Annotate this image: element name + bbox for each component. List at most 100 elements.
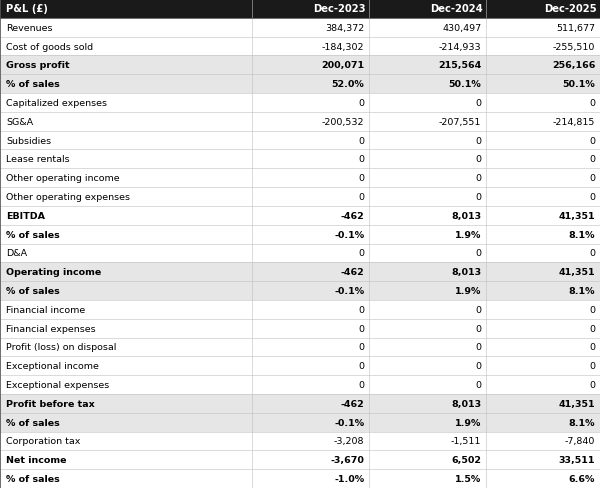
Bar: [252, 300, 369, 319]
Text: 0: 0: [358, 324, 364, 333]
Bar: [486, 319, 600, 338]
Bar: [0, 131, 252, 150]
Bar: [369, 188, 486, 206]
Bar: [0, 319, 252, 338]
Bar: [369, 38, 486, 56]
Text: 6.6%: 6.6%: [569, 474, 595, 483]
Bar: [252, 188, 369, 206]
Text: 52.0%: 52.0%: [331, 80, 364, 89]
Text: 0: 0: [589, 380, 595, 389]
Bar: [252, 319, 369, 338]
Bar: [0, 413, 252, 432]
Bar: [0, 450, 252, 469]
Bar: [369, 432, 486, 450]
Text: Dec-2023: Dec-2023: [313, 4, 365, 14]
Text: -3,670: -3,670: [331, 455, 364, 465]
Text: 1.9%: 1.9%: [455, 286, 481, 295]
Bar: [369, 413, 486, 432]
Bar: [0, 75, 252, 94]
Bar: [486, 19, 600, 38]
Bar: [0, 225, 252, 244]
Text: -462: -462: [340, 399, 364, 408]
Bar: [0, 338, 252, 357]
Text: 0: 0: [475, 136, 481, 145]
Bar: [252, 0, 369, 19]
Bar: [369, 206, 486, 225]
Text: % of sales: % of sales: [6, 230, 60, 239]
Text: Other operating expenses: Other operating expenses: [6, 193, 130, 202]
Bar: [486, 38, 600, 56]
Bar: [369, 394, 486, 413]
Bar: [486, 263, 600, 282]
Bar: [369, 113, 486, 131]
Text: 0: 0: [475, 249, 481, 258]
Text: Revenues: Revenues: [6, 23, 53, 33]
Bar: [0, 188, 252, 206]
Text: -184,302: -184,302: [322, 42, 364, 51]
Text: 0: 0: [358, 174, 364, 183]
Text: 8.1%: 8.1%: [569, 418, 595, 427]
Text: % of sales: % of sales: [6, 286, 60, 295]
Bar: [369, 319, 486, 338]
Bar: [252, 150, 369, 169]
Text: Operating income: Operating income: [6, 267, 101, 277]
Bar: [486, 206, 600, 225]
Text: SG&A: SG&A: [6, 118, 33, 126]
Bar: [486, 357, 600, 375]
Bar: [486, 450, 600, 469]
Bar: [369, 244, 486, 263]
Text: Lease rentals: Lease rentals: [6, 155, 70, 164]
Bar: [369, 450, 486, 469]
Bar: [0, 263, 252, 282]
Bar: [369, 150, 486, 169]
Bar: [486, 169, 600, 188]
Bar: [369, 0, 486, 19]
Text: 33,511: 33,511: [559, 455, 595, 465]
Text: -3,208: -3,208: [334, 437, 364, 446]
Text: 0: 0: [358, 362, 364, 370]
Text: -7,840: -7,840: [565, 437, 595, 446]
Bar: [0, 0, 252, 19]
Bar: [0, 357, 252, 375]
Text: 0: 0: [589, 305, 595, 314]
Text: 41,351: 41,351: [559, 267, 595, 277]
Bar: [369, 56, 486, 75]
Text: -214,815: -214,815: [553, 118, 595, 126]
Text: 0: 0: [589, 249, 595, 258]
Bar: [486, 75, 600, 94]
Text: 0: 0: [475, 324, 481, 333]
Text: Exceptional expenses: Exceptional expenses: [6, 380, 109, 389]
Bar: [369, 357, 486, 375]
Bar: [486, 131, 600, 150]
Bar: [369, 169, 486, 188]
Text: 200,071: 200,071: [321, 61, 364, 70]
Bar: [252, 56, 369, 75]
Bar: [369, 300, 486, 319]
Text: 0: 0: [358, 155, 364, 164]
Bar: [486, 188, 600, 206]
Text: Dec-2024: Dec-2024: [430, 4, 482, 14]
Text: 8.1%: 8.1%: [569, 230, 595, 239]
Text: 0: 0: [475, 174, 481, 183]
Bar: [252, 38, 369, 56]
Text: 0: 0: [358, 99, 364, 108]
Bar: [252, 206, 369, 225]
Bar: [486, 244, 600, 263]
Bar: [0, 150, 252, 169]
Text: -462: -462: [340, 267, 364, 277]
Text: -214,933: -214,933: [439, 42, 481, 51]
Text: 50.1%: 50.1%: [448, 80, 481, 89]
Text: 0: 0: [358, 136, 364, 145]
Text: 0: 0: [475, 362, 481, 370]
Text: 0: 0: [589, 155, 595, 164]
Bar: [369, 131, 486, 150]
Text: 0: 0: [589, 324, 595, 333]
Text: Financial expenses: Financial expenses: [6, 324, 95, 333]
Bar: [252, 244, 369, 263]
Bar: [0, 375, 252, 394]
Text: 0: 0: [475, 155, 481, 164]
Text: 8,013: 8,013: [451, 267, 481, 277]
Text: 0: 0: [589, 174, 595, 183]
Bar: [252, 413, 369, 432]
Bar: [486, 113, 600, 131]
